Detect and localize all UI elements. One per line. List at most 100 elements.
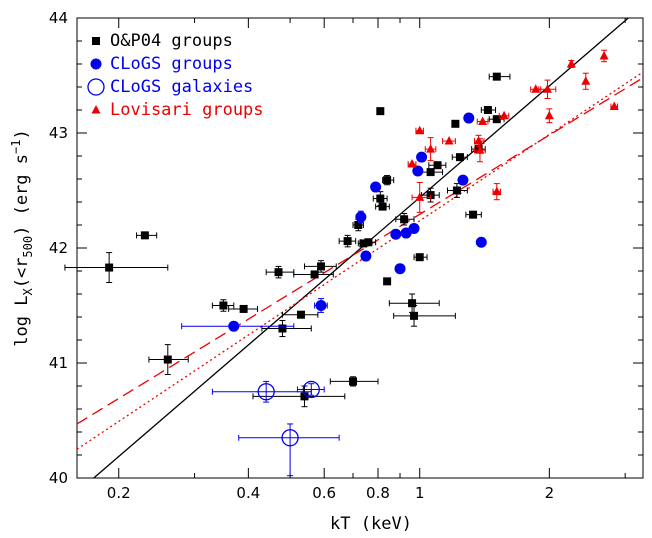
data-point bbox=[444, 136, 454, 145]
y-axis-title-part: X bbox=[21, 288, 35, 296]
data-point bbox=[407, 159, 417, 168]
fit-line-dotted bbox=[76, 71, 644, 450]
data-point bbox=[492, 115, 501, 124]
y-tick-label: 42 bbox=[49, 239, 68, 257]
data-point bbox=[383, 277, 392, 286]
data-point bbox=[408, 299, 417, 308]
x-tick-label: 1 bbox=[415, 484, 425, 502]
x-axis-title: kT (keV) bbox=[330, 514, 412, 534]
legend-label: Lovisari groups bbox=[110, 100, 264, 120]
legend-marker bbox=[91, 105, 101, 114]
data-point bbox=[483, 106, 492, 114]
data-point bbox=[415, 125, 425, 135]
legend: O&P04 groups CLoGS groups CLoGS galaxies Lo… bbox=[87, 31, 264, 120]
legend-marker bbox=[92, 37, 100, 45]
y-axis-title-part: ) (erg s bbox=[12, 154, 32, 236]
data-point bbox=[416, 151, 428, 163]
legend-marker bbox=[87, 78, 105, 96]
data-point bbox=[257, 383, 275, 401]
data-point bbox=[412, 165, 424, 177]
data-point bbox=[219, 301, 228, 310]
data-point bbox=[400, 215, 409, 224]
data-point bbox=[355, 211, 367, 223]
y-tick-label: 41 bbox=[49, 354, 68, 372]
data-points bbox=[64, 49, 619, 477]
data-point bbox=[281, 429, 299, 447]
data-point bbox=[451, 119, 460, 128]
data-point bbox=[478, 116, 488, 125]
data-point bbox=[599, 50, 609, 60]
data-point bbox=[354, 221, 363, 229]
y-axis-title-part: ) bbox=[12, 129, 32, 139]
data-point bbox=[349, 377, 358, 386]
data-point bbox=[542, 84, 552, 93]
fit-lines bbox=[76, 17, 644, 479]
y-axis-title-part: 500 bbox=[21, 236, 35, 258]
x-tick-label: 0.6 bbox=[312, 484, 336, 502]
data-point bbox=[239, 304, 248, 313]
data-point bbox=[566, 59, 576, 68]
data-point bbox=[463, 112, 475, 124]
y-axis-title: log LX(<r500) (erg s−1) bbox=[9, 129, 35, 346]
data-point bbox=[394, 263, 406, 275]
data-point bbox=[531, 84, 541, 93]
y-tick-label: 43 bbox=[49, 124, 68, 142]
data-point bbox=[310, 270, 319, 279]
data-point bbox=[426, 168, 435, 177]
data-point bbox=[105, 263, 114, 272]
data-point bbox=[469, 210, 478, 219]
data-point bbox=[492, 186, 502, 196]
data-point bbox=[475, 236, 487, 248]
y-tick-label: 44 bbox=[49, 9, 68, 27]
data-point bbox=[359, 239, 368, 248]
legend-marker bbox=[90, 58, 102, 70]
y-axis-title-part: −1 bbox=[9, 140, 23, 154]
x-tick-label: 0.8 bbox=[366, 484, 390, 502]
fit-line-dashed bbox=[76, 77, 644, 425]
data-point bbox=[455, 153, 464, 162]
y-tick-label: 40 bbox=[49, 469, 68, 487]
data-point bbox=[415, 253, 424, 262]
x-tick-label: 0.4 bbox=[236, 484, 260, 502]
data-point bbox=[278, 324, 287, 333]
data-point bbox=[433, 161, 442, 170]
data-point bbox=[376, 194, 385, 203]
data-point bbox=[376, 107, 385, 116]
legend-label: CLoGS galaxies bbox=[110, 77, 253, 97]
x-tick-label: 0.2 bbox=[107, 484, 131, 502]
data-point bbox=[360, 250, 372, 262]
fit-line-solid bbox=[93, 17, 629, 479]
data-point bbox=[415, 192, 425, 201]
data-point bbox=[383, 176, 392, 185]
axis-ticks: 0.2 0.4 0.6 0.8 1 2 40 41 42 43 44 bbox=[49, 9, 643, 502]
y-axis-title-part: log L bbox=[12, 296, 32, 347]
data-point bbox=[140, 231, 149, 240]
y-axis-title-part: (<r bbox=[12, 258, 32, 289]
data-point bbox=[317, 262, 326, 271]
data-point bbox=[452, 186, 461, 195]
data-point bbox=[274, 268, 283, 277]
data-point bbox=[378, 202, 387, 211]
data-point bbox=[300, 392, 309, 401]
data-point bbox=[343, 237, 352, 246]
data-point bbox=[475, 145, 485, 154]
data-point bbox=[474, 136, 484, 145]
data-point bbox=[499, 110, 509, 120]
axis-labels: kT (keV) log LX(<r500) (erg s−1) bbox=[9, 129, 412, 534]
x-tick-label: 2 bbox=[545, 484, 555, 502]
data-point bbox=[370, 181, 382, 193]
legend-label: O&P04 groups bbox=[110, 31, 233, 51]
data-point bbox=[228, 320, 240, 332]
data-point bbox=[544, 110, 554, 120]
data-point bbox=[410, 311, 419, 320]
legend-label: CLoGS groups bbox=[110, 54, 233, 74]
data-point bbox=[492, 72, 501, 81]
data-point bbox=[302, 380, 320, 399]
data-point bbox=[581, 76, 591, 85]
data-point bbox=[457, 174, 469, 186]
data-point bbox=[408, 222, 420, 234]
data-point bbox=[426, 144, 436, 153]
data-point bbox=[296, 310, 305, 319]
data-point bbox=[390, 228, 402, 240]
